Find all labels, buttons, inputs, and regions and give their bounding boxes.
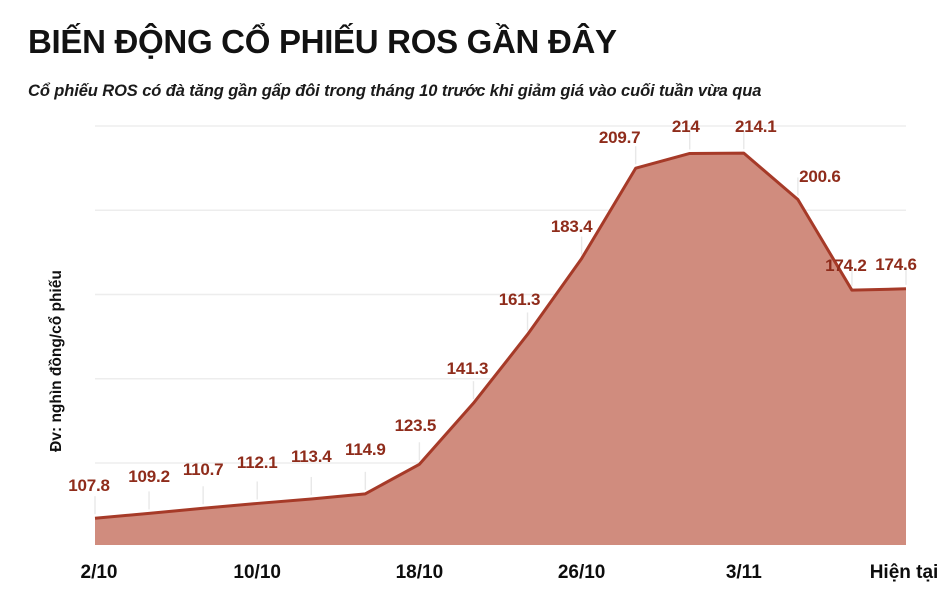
data-point-label: 174.6 bbox=[875, 254, 917, 274]
chart-area-fill bbox=[95, 153, 906, 545]
x-axis-tick-label: 26/10 bbox=[557, 562, 606, 583]
data-point-label: 200.6 bbox=[799, 167, 841, 187]
x-axis-tick-label: 10/10 bbox=[233, 562, 281, 583]
data-point-label: 112.1 bbox=[236, 453, 278, 473]
chart-x-tickmarks bbox=[94, 131, 907, 515]
x-axis-tick-label: 3/11 bbox=[725, 562, 762, 583]
x-axis-tick-label: 18/10 bbox=[395, 562, 444, 583]
data-point-label: 107.8 bbox=[68, 476, 110, 496]
data-point-label: 214 bbox=[671, 117, 700, 137]
data-point-label: 109.2 bbox=[128, 467, 170, 487]
data-point-label: 113.4 bbox=[290, 446, 332, 466]
data-point-label: 209.7 bbox=[598, 128, 641, 148]
data-point-label: 174.2 bbox=[825, 256, 867, 276]
data-point-label: 123.5 bbox=[394, 416, 437, 436]
x-axis-tick-label: 2/10 bbox=[80, 562, 118, 583]
x-axis-tick-label: Hiện tại bbox=[869, 562, 939, 583]
data-point-label: 214.1 bbox=[735, 117, 777, 137]
page-title: BIẾN ĐỘNG CỔ PHIẾU ROS GẦN ĐÂY bbox=[28, 23, 617, 60]
data-point-label: 114.9 bbox=[345, 439, 386, 459]
chart-subtitle: Cổ phiếu ROS có đà tăng gần gấp đôi tron… bbox=[28, 82, 762, 100]
data-point-label: 141.3 bbox=[446, 359, 489, 379]
data-point-label: 110.7 bbox=[182, 460, 224, 480]
data-point-label: 183.4 bbox=[550, 216, 593, 236]
data-point-label: 161.3 bbox=[498, 290, 541, 310]
chart-line bbox=[94, 151, 907, 520]
